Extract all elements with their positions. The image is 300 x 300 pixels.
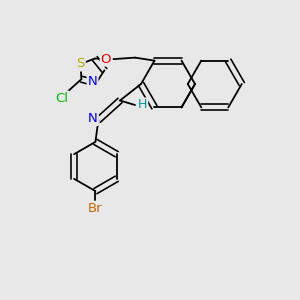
Text: S: S bbox=[76, 58, 85, 70]
Text: Cl: Cl bbox=[56, 92, 68, 105]
Text: N: N bbox=[88, 112, 98, 125]
Text: H: H bbox=[138, 98, 147, 112]
Text: Br: Br bbox=[88, 202, 103, 215]
Text: N: N bbox=[88, 75, 98, 88]
Text: O: O bbox=[100, 52, 111, 66]
